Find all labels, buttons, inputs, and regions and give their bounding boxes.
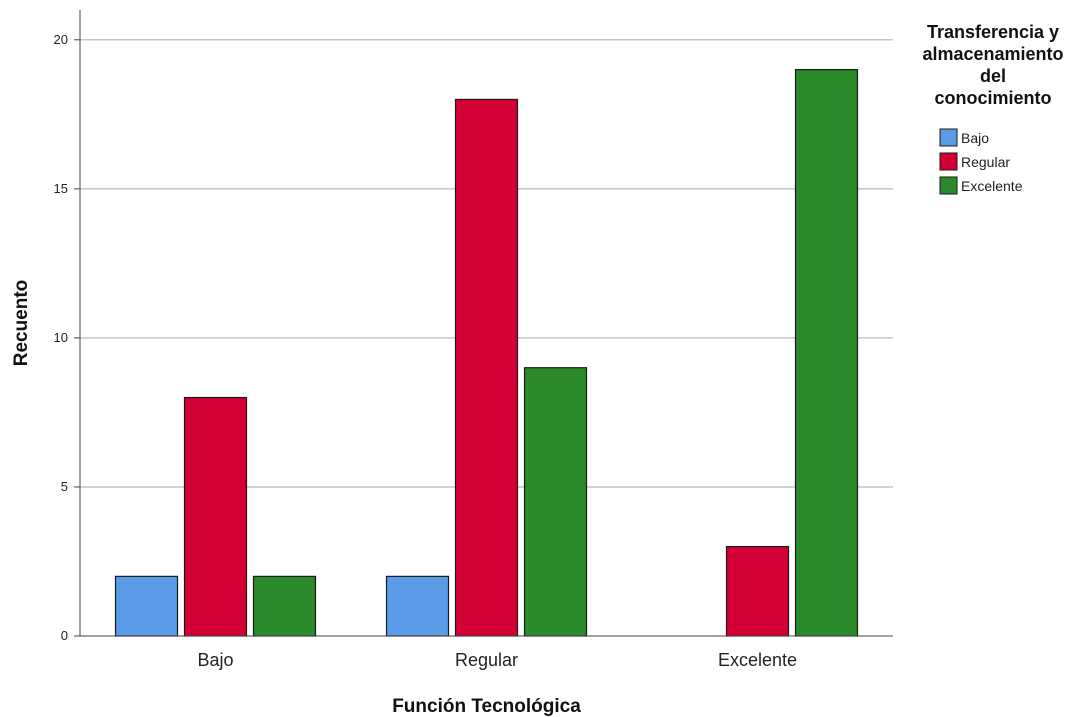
y-tick-label: 20 [54, 32, 68, 47]
legend-swatch-excelente [939, 176, 958, 195]
x-category-label: Excelente [718, 650, 797, 670]
legend-label-bajo: Bajo [961, 130, 989, 146]
legend-title: Transferencia yalmacenamientodelconocimi… [922, 22, 1063, 108]
legend-label-regular: Regular [961, 154, 1010, 170]
y-axis-title: Recuento [11, 280, 32, 367]
bar-regular-bajo [183, 396, 248, 637]
bar-bajo-regular [385, 575, 450, 637]
legend-title-line: almacenamiento [922, 44, 1063, 64]
legend-label-excelente: Excelente [961, 178, 1023, 194]
bar-regular-excelente [725, 545, 790, 637]
bar-excelente-excelente [794, 69, 859, 637]
x-category-label: Regular [455, 650, 518, 670]
y-tick-labels: 0 5 10 15 20 [54, 32, 80, 643]
y-tick-label: 10 [54, 330, 68, 345]
bar-regular-regular [454, 98, 519, 637]
y-tick-label: 5 [61, 479, 68, 494]
x-category-labels: Bajo Regular Excelente [197, 650, 797, 670]
bar-excelente-regular [523, 367, 588, 637]
x-category-label: Bajo [197, 650, 233, 670]
legend-title-line: del [980, 66, 1006, 86]
y-tick-label: 0 [61, 628, 68, 643]
legend-swatch-regular [939, 152, 958, 171]
bars [114, 69, 859, 637]
legend-title-line: Transferencia y [927, 22, 1059, 42]
legend-swatch-bajo [939, 128, 958, 147]
bar-bajo-bajo [114, 575, 179, 637]
legend: Transferencia yalmacenamientodelconocimi… [922, 22, 1064, 195]
bar-excelente-bajo [252, 575, 317, 637]
y-tick-label: 15 [54, 181, 68, 196]
legend-title-line: conocimiento [934, 88, 1051, 108]
x-axis-title: Función Tecnológica [392, 696, 581, 717]
legend-items: Bajo Regular Excelente [939, 128, 1023, 195]
